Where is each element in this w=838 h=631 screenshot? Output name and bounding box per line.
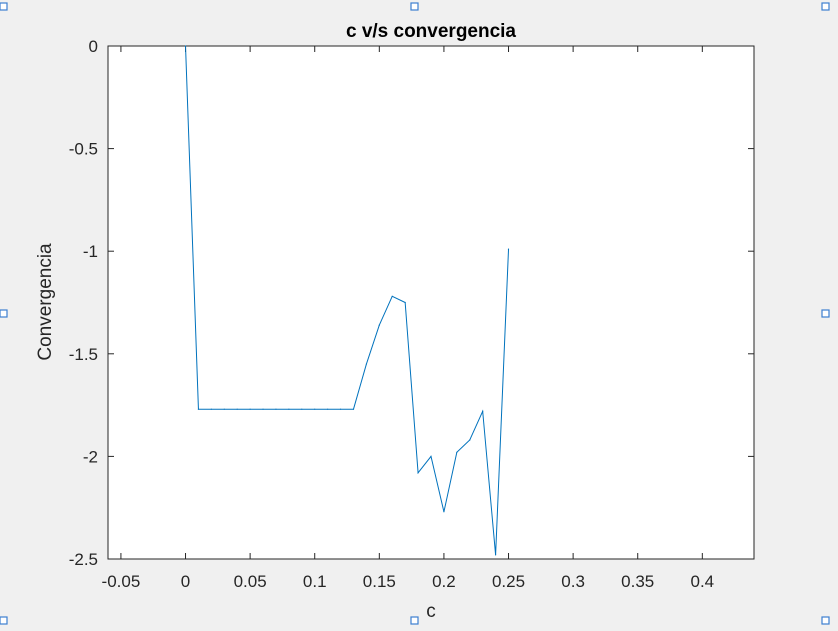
x-tick-label: 0.1 [303,572,327,591]
axes-box[interactable] [107,45,755,560]
y-tick-label: 0 [89,37,98,56]
data-point [456,451,458,453]
data-point [430,455,432,457]
x-tick-label: 0.35 [621,572,654,591]
x-axis-label: c [426,601,436,622]
x-tick-label: -0.05 [102,572,141,591]
data-point [417,472,419,474]
x-tick-label: 0.25 [492,572,525,591]
x-axis: -0.05 0 0.05 0.1 0.15 0.2 0.25 0.3 0.35 0.4 [102,46,714,591]
data-point [184,45,187,47]
data-point [197,408,200,410]
x-tick-label: 0 [181,572,190,591]
data-point [469,439,471,441]
x-tick-label: 0.05 [234,572,267,591]
series-line [185,45,510,555]
x-tick-label: 0.15 [363,572,396,591]
y-axis: 0 -0.5 -1 -1.5 -2 -2.5 [69,37,754,569]
x-tick-label: 0.4 [690,572,714,591]
data-point [314,408,316,410]
x-tick-label: 0.3 [561,572,585,591]
data-point [262,408,264,410]
y-tick-label: -2.5 [69,550,98,569]
resize-handle-left[interactable] [0,309,8,318]
x-tick-label: 0.2 [432,572,456,591]
resize-handle-right[interactable] [821,309,830,318]
resize-handle-bottom-left[interactable] [0,616,8,625]
data-point [223,408,225,410]
y-tick-label: -2 [83,447,98,466]
data-point [391,295,393,297]
data-point [236,408,238,410]
data-point [365,363,367,365]
y-tick-label: -1.5 [69,345,98,364]
data-point [327,408,329,410]
data-point [507,248,510,250]
plot-area: -0.05 0 0.05 0.1 0.15 0.2 0.25 0.3 0.35 0.4 0 -0.5… [69,37,755,591]
data-point [301,408,303,410]
chart-title: c v/s convergencia [346,21,516,42]
resize-handle-top[interactable] [410,2,419,11]
data-point [249,408,251,410]
data-point [275,408,277,410]
data-point [378,324,380,326]
y-tick-label: -0.5 [69,140,98,159]
resize-handle-top-left[interactable] [0,2,8,11]
series-points [184,45,510,556]
y-tick-label: -1 [83,242,98,261]
data-point [288,408,290,410]
resize-handle-bottom-right[interactable] [821,616,830,625]
y-axis-label: Convergencia [35,243,56,361]
data-point [210,408,212,410]
resize-handle-bottom[interactable] [410,616,419,625]
data-point [443,511,445,513]
data-point [352,408,355,410]
data-point [339,408,342,410]
resize-handle-top-right[interactable] [821,2,830,11]
data-point [482,410,484,412]
data-point [404,301,406,304]
data-point [495,554,497,556]
